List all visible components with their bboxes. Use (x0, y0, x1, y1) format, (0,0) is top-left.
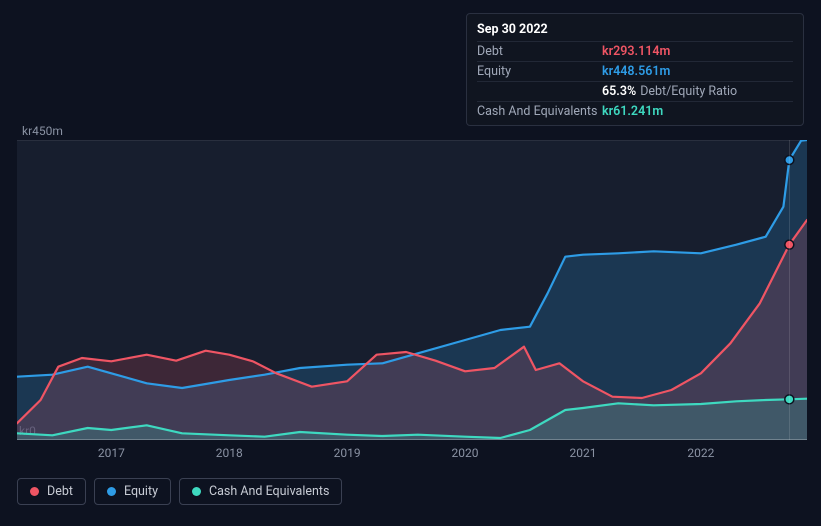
tooltip-value: kr61.241m (602, 104, 663, 119)
tooltip-row-debt: Debt kr293.114m (477, 41, 793, 61)
legend-label: Cash And Equivalents (209, 484, 329, 499)
legend-label: Equity (124, 484, 158, 499)
tooltip-label: Equity (477, 64, 602, 79)
x-tick: 2017 (98, 446, 125, 460)
legend-dot-icon (30, 487, 39, 496)
tooltip-row-ratio: 65.3% Debt/Equity Ratio (477, 81, 793, 101)
legend-label: Debt (47, 484, 73, 499)
x-tick: 2018 (216, 446, 243, 460)
x-tick: 2020 (452, 446, 479, 460)
legend-item-cash[interactable]: Cash And Equivalents (179, 478, 342, 505)
chart-tooltip: Sep 30 2022 Debt kr293.114m Equity kr448… (466, 13, 804, 126)
chart-area[interactable] (17, 140, 807, 440)
tooltip-label: Cash And Equivalents (477, 104, 602, 119)
legend-dot-icon (107, 487, 116, 496)
tooltip-meta: Debt/Equity Ratio (640, 84, 737, 99)
tooltip-date: Sep 30 2022 (477, 20, 793, 41)
tooltip-value: kr293.114m (602, 44, 670, 59)
x-axis: 2017 2018 2019 2020 2021 2022 (17, 446, 807, 466)
tooltip-value: 65.3% (602, 84, 636, 99)
legend: Debt Equity Cash And Equivalents (17, 478, 342, 505)
chart-hover-line (789, 140, 790, 440)
legend-dot-icon (192, 487, 201, 496)
chart-svg (17, 140, 807, 440)
x-tick: 2021 (569, 446, 596, 460)
x-tick: 2019 (334, 446, 361, 460)
tooltip-label: Debt (477, 44, 602, 59)
tooltip-value: kr448.561m (602, 64, 670, 79)
legend-item-equity[interactable]: Equity (94, 478, 171, 505)
y-axis-label-top: kr450m (22, 124, 63, 138)
legend-item-debt[interactable]: Debt (17, 478, 86, 505)
tooltip-row-equity: Equity kr448.561m (477, 61, 793, 81)
x-tick: 2022 (687, 446, 714, 460)
tooltip-label (477, 84, 602, 99)
tooltip-row-cash: Cash And Equivalents kr61.241m (477, 101, 793, 121)
